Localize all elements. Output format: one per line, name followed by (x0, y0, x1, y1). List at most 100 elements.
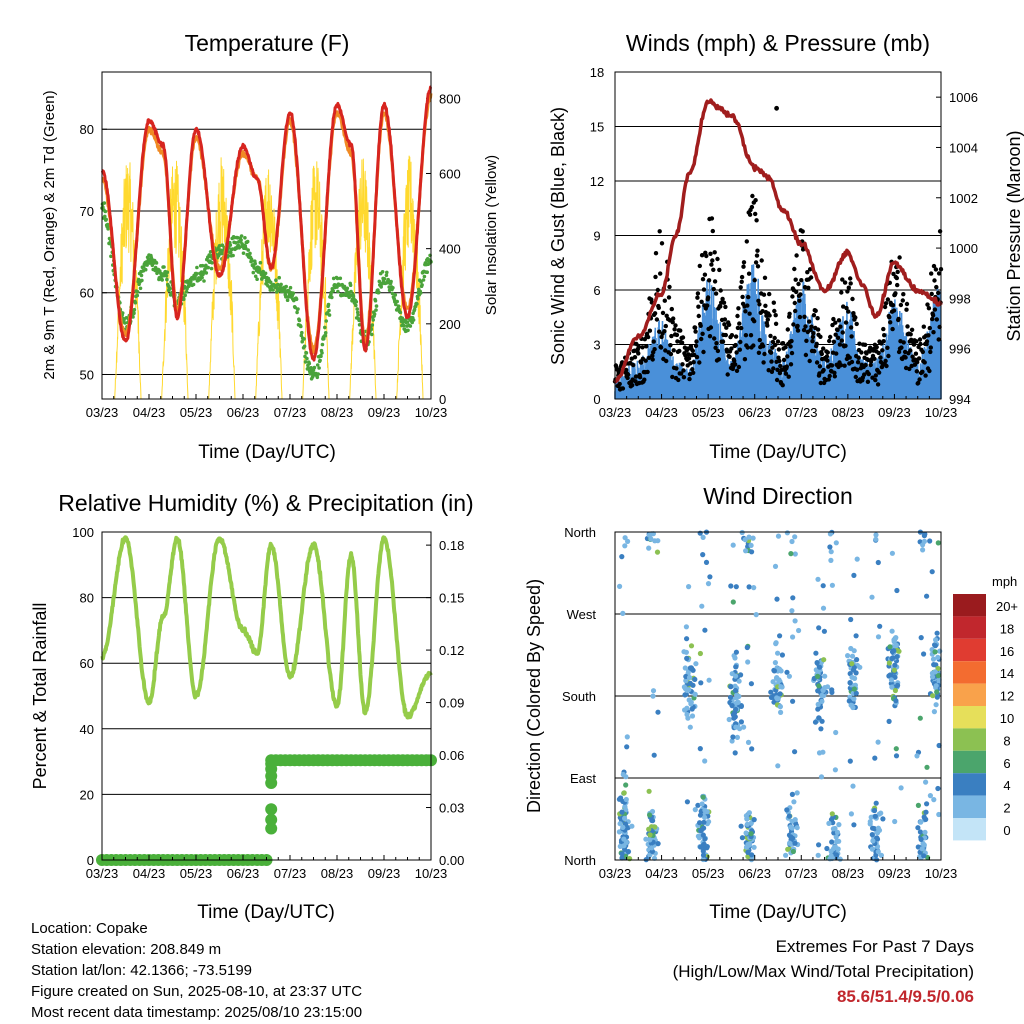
direction-point (821, 657, 827, 663)
direction-point (875, 559, 881, 566)
direction-point (921, 842, 927, 848)
gust-point (676, 377, 681, 383)
direction-point (730, 599, 736, 605)
direction-point (833, 540, 839, 546)
gust-point (707, 334, 713, 339)
gust-point (745, 303, 750, 308)
rh-line (100, 535, 433, 720)
dewpoint-point (295, 310, 299, 315)
temperature-xlabel: Time (Day/UTC) (198, 442, 336, 463)
direction-point (617, 583, 623, 590)
gust-point (696, 313, 701, 319)
gust-point (832, 370, 837, 375)
legend-label: 2 (1003, 801, 1010, 816)
dewpoint-point (335, 285, 339, 289)
dewpoint-point (331, 289, 336, 293)
gust-point (833, 320, 838, 325)
dewpoint-point (372, 312, 377, 316)
gust-point (692, 325, 698, 330)
direction-point (921, 538, 928, 545)
direction-point (705, 581, 712, 587)
gust-point (807, 267, 813, 272)
winds-xtick-label: 07/23 (785, 405, 818, 420)
gust-point (770, 339, 776, 345)
dewpoint-point (202, 279, 206, 283)
gust-point (880, 348, 885, 353)
dewpoint-point (279, 282, 283, 287)
gust-point (890, 303, 896, 308)
gust-point (651, 339, 656, 344)
gust-point (620, 386, 626, 391)
gust-point (761, 292, 767, 297)
direction-point (888, 677, 895, 683)
gust-point (929, 271, 934, 276)
dewpoint-point (268, 280, 273, 285)
direction-point (871, 826, 877, 832)
direction-point (790, 698, 796, 704)
direction-point (706, 819, 712, 825)
gust-point (666, 295, 672, 300)
direction-point (886, 660, 893, 666)
gust-point (698, 323, 703, 328)
gust-point (904, 307, 909, 312)
gust-point (831, 316, 836, 322)
gust-point (848, 276, 853, 281)
dewpoint-point (237, 245, 242, 249)
direction-point (748, 681, 755, 687)
gust-point (864, 351, 869, 356)
direction-point (854, 657, 860, 663)
dewpoint-point (243, 236, 247, 240)
gust-point (932, 307, 938, 312)
rain-ytick-label: 0.15 (439, 591, 464, 606)
dewpoint-point (382, 277, 387, 281)
direction-point (932, 649, 938, 655)
direction-point (935, 665, 941, 672)
extremes-line1: Extremes For Past 7 Days (775, 937, 974, 956)
direction-point (933, 702, 939, 708)
gust-point (838, 363, 844, 368)
direction-point (814, 660, 820, 666)
direction-point (698, 680, 704, 686)
direction-point (829, 687, 835, 693)
gust-point (650, 357, 655, 362)
direction-point (743, 830, 749, 836)
gust-point (777, 358, 782, 364)
gust-point (896, 316, 901, 322)
gust-point (638, 360, 644, 365)
legend-swatch (953, 638, 986, 662)
dewpoint-point (294, 297, 299, 302)
dewpoint-point (204, 271, 209, 275)
winds-ytick-label: 12 (590, 174, 604, 189)
direction-point (733, 584, 739, 590)
gust-point (656, 305, 661, 310)
direction-point (931, 709, 938, 715)
direction-point (747, 841, 753, 847)
temp-xtick-label: 06/23 (227, 405, 260, 420)
direction-point (854, 556, 860, 562)
legend-label: 16 (1000, 644, 1014, 659)
direction-xtick-label: 08/23 (832, 866, 865, 881)
temperature-ylabel: 2m & 9m T (Red, Orange) & 2m Td (Green) (41, 90, 58, 379)
info-recent: Most recent data timestamp: 2025/08/10 2… (31, 1004, 363, 1021)
direction-point (700, 848, 706, 854)
direction-point (792, 840, 798, 846)
gust-point (817, 364, 823, 369)
gust-point (804, 338, 809, 343)
direction-point (820, 749, 826, 755)
dewpoint-point (320, 342, 325, 347)
gust-point (854, 321, 859, 327)
legend-label: 14 (1000, 666, 1014, 681)
dewpoint-point (303, 360, 308, 364)
direction-point (683, 624, 690, 630)
gust-point (751, 343, 756, 348)
gust-point (802, 314, 807, 319)
gust-point (773, 342, 778, 348)
gust-point (799, 278, 804, 283)
gust-point (811, 331, 816, 336)
gust-point (712, 336, 717, 341)
dewpoint-point (284, 295, 288, 299)
direction-point (623, 796, 629, 803)
legend-label: 18 (1000, 621, 1014, 636)
gust-point (784, 364, 789, 369)
dewpoint-point (282, 289, 286, 294)
